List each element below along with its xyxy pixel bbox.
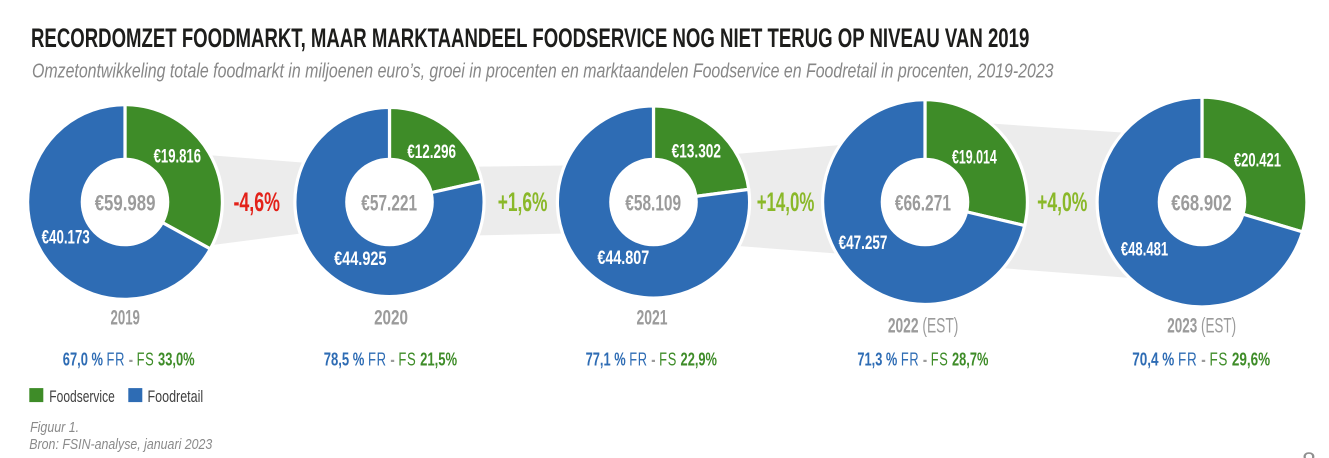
svg-text:€44.925: €44.925 — [334, 247, 387, 270]
svg-text:RECORDOMZET FOODMARKT, MAAR MA: RECORDOMZET FOODMARKT, MAAR MARKTAANDEEL… — [31, 23, 1029, 53]
svg-text:2022 (EST): 2022 (EST) — [888, 314, 959, 338]
svg-text:€44.807: €44.807 — [597, 247, 649, 269]
svg-text:Omzetontwikkeling totale foodm: Omzetontwikkeling totale foodmarkt in mi… — [32, 60, 1054, 82]
svg-text:Bron: FSIN-analyse, januari 20: Bron: FSIN-analyse, januari 2023 — [29, 436, 212, 452]
svg-text:€68.902: €68.902 — [1171, 191, 1232, 216]
svg-text:+1,6%: +1,6% — [498, 186, 548, 217]
svg-text:€58.109: €58.109 — [625, 192, 681, 216]
svg-text:€20.421: €20.421 — [1234, 149, 1281, 171]
svg-text:78,5 % FR - FS 21,5%: 78,5 % FR - FS 21,5% — [324, 350, 457, 370]
svg-text:77,1 % FR - FS 22,9%: 77,1 % FR - FS 22,9% — [586, 350, 717, 370]
svg-text:Foodretail: Foodretail — [148, 387, 204, 406]
svg-text:2023 (EST): 2023 (EST) — [1167, 314, 1236, 338]
svg-text:€13.302: €13.302 — [672, 140, 721, 162]
svg-text:Figuur 1.: Figuur 1. — [30, 419, 79, 435]
svg-text:70,4 % FR - FS 29,6%: 70,4 % FR - FS 29,6% — [1132, 350, 1270, 371]
svg-text:€19.014: €19.014 — [952, 147, 997, 168]
svg-text:67,0 % FR - FS 33,0%: 67,0 % FR - FS 33,0% — [63, 350, 195, 370]
svg-text:€57.221: €57.221 — [361, 192, 417, 216]
svg-text:Foodservice: Foodservice — [49, 388, 114, 406]
svg-text:2021: 2021 — [637, 305, 668, 329]
svg-text:€59.989: €59.989 — [95, 192, 156, 217]
svg-text:2019: 2019 — [111, 305, 141, 329]
svg-text:-4,6%: -4,6% — [233, 186, 279, 217]
svg-text:+4,0%: +4,0% — [1037, 186, 1087, 217]
svg-text:€66.271: €66.271 — [895, 192, 951, 216]
svg-text:71,3 % FR - FS 28,7%: 71,3 % FR - FS 28,7% — [857, 350, 988, 370]
svg-text:€19.816: €19.816 — [154, 145, 201, 167]
svg-text:8: 8 — [1302, 448, 1316, 458]
svg-text:€48.481: €48.481 — [1121, 238, 1168, 260]
svg-text:+14,0%: +14,0% — [757, 187, 815, 217]
svg-text:€12.296: €12.296 — [407, 141, 456, 163]
svg-text:€47.257: €47.257 — [839, 232, 888, 254]
svg-text:€40.173: €40.173 — [42, 226, 90, 248]
svg-text:2020: 2020 — [374, 305, 408, 329]
